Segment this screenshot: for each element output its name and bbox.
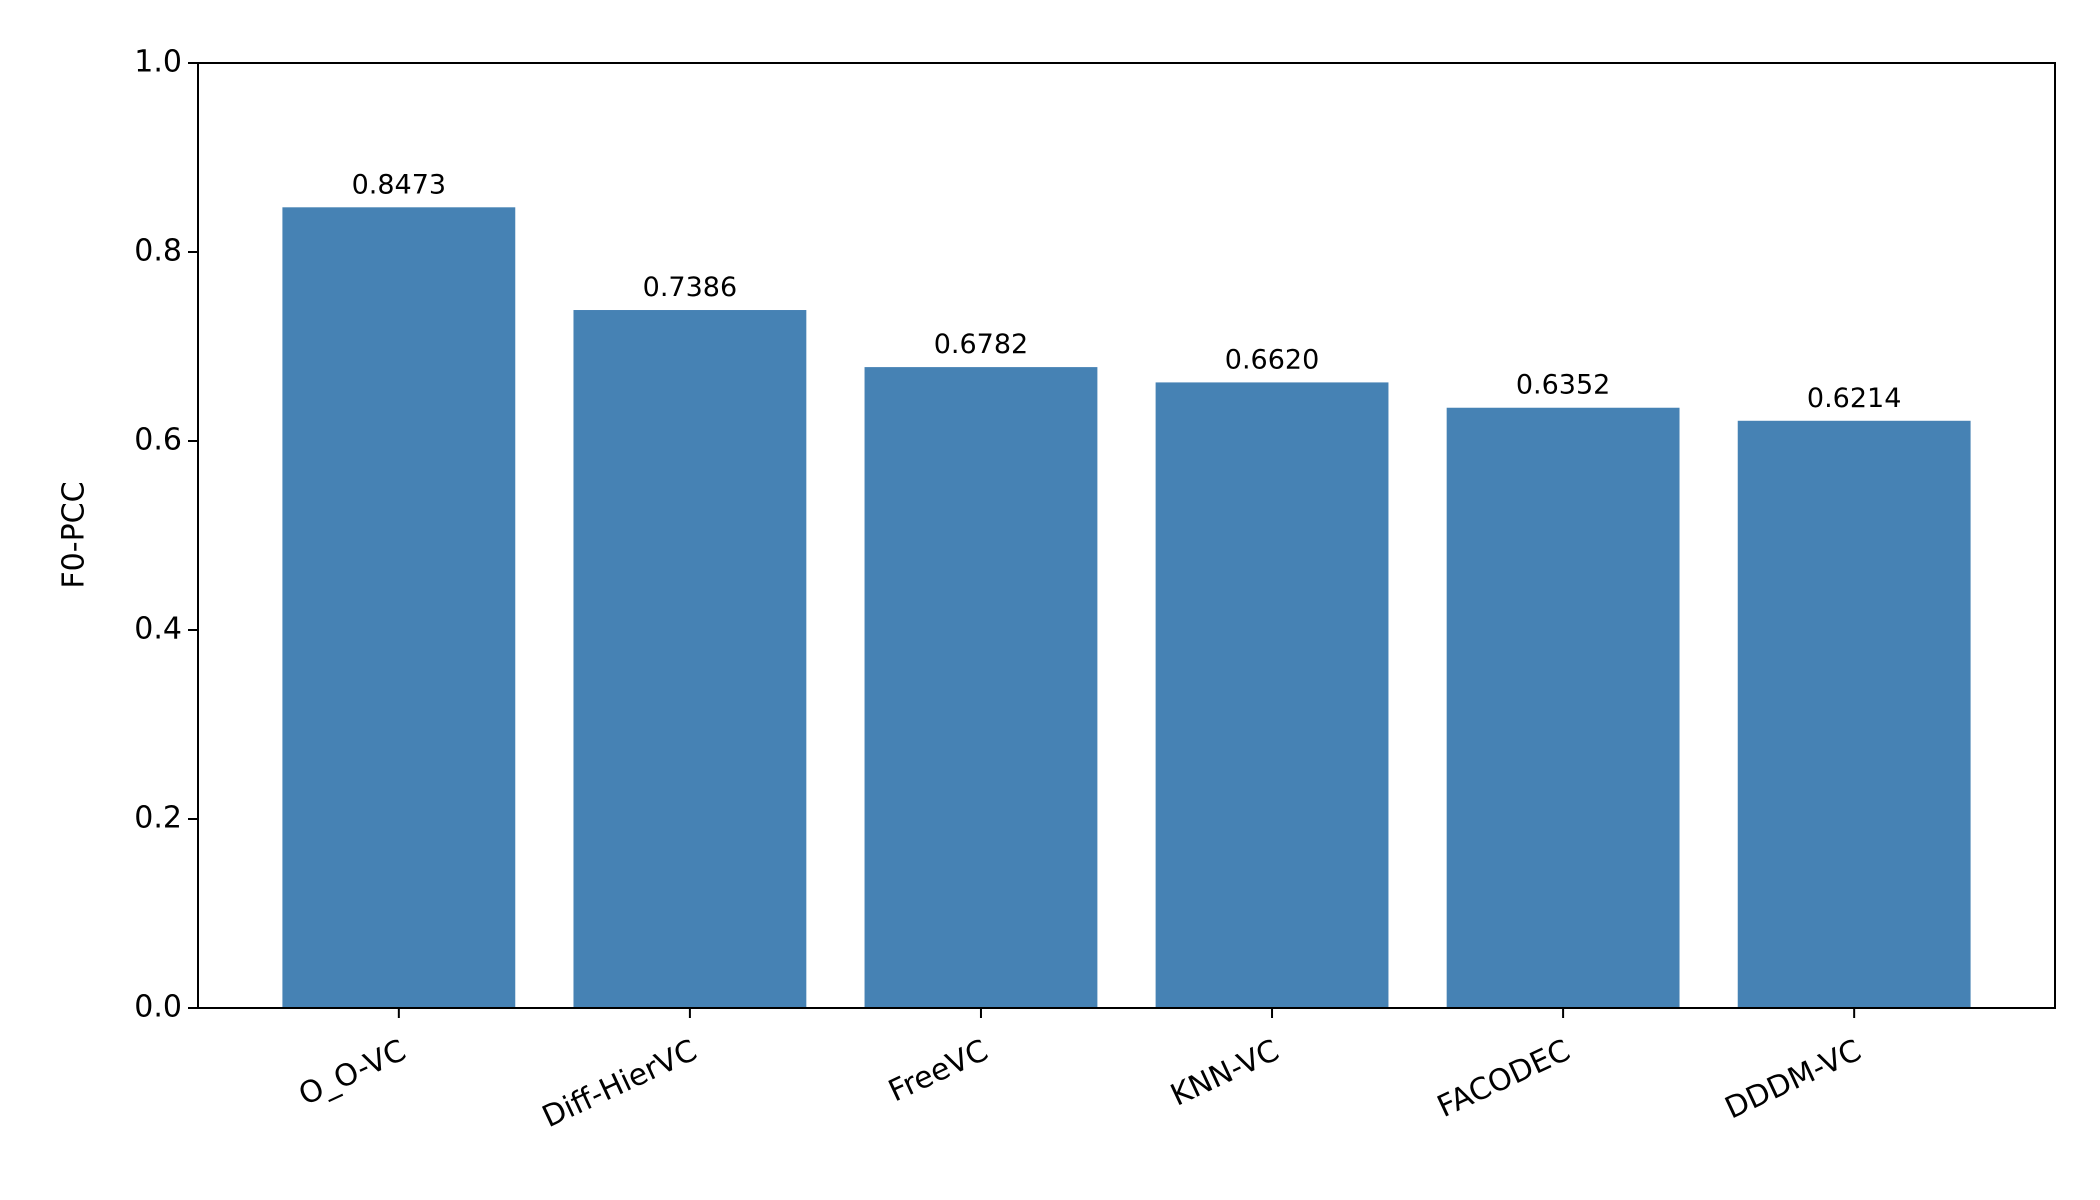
x-tick-label: O_O-VC bbox=[294, 1033, 412, 1113]
y-tick-label: 0.0 bbox=[134, 990, 182, 1025]
plot-frame bbox=[197, 62, 2056, 1009]
x-tick-label: FACODEC bbox=[1432, 1033, 1576, 1125]
bar bbox=[1446, 407, 1680, 1009]
value-label: 0.6214 bbox=[1807, 383, 1901, 414]
bar bbox=[573, 310, 807, 1008]
y-axis-label: F0-PCC bbox=[57, 481, 92, 588]
value-label: 0.7386 bbox=[643, 272, 737, 303]
y-tick-label: 0.8 bbox=[134, 234, 182, 269]
bar bbox=[1155, 382, 1389, 1008]
x-tick-label: DDDM-VC bbox=[1720, 1033, 1867, 1126]
y-tick-label: 0.6 bbox=[134, 423, 182, 458]
y-tick-label: 0.4 bbox=[134, 612, 182, 647]
x-tick-label: FreeVC bbox=[883, 1033, 993, 1109]
value-label: 0.8473 bbox=[352, 169, 446, 200]
y-tick-label: 0.2 bbox=[134, 801, 182, 836]
x-tick-label: Diff-HierVC bbox=[537, 1033, 702, 1135]
y-tick-label: 1.0 bbox=[134, 45, 182, 80]
bar bbox=[1737, 420, 1971, 1009]
x-tick-label: KNN-VC bbox=[1165, 1033, 1284, 1113]
value-label: 0.6620 bbox=[1225, 344, 1319, 375]
bar bbox=[864, 367, 1098, 1008]
value-label: 0.6782 bbox=[934, 329, 1028, 360]
bar bbox=[282, 207, 516, 1008]
value-label: 0.6352 bbox=[1516, 370, 1610, 401]
